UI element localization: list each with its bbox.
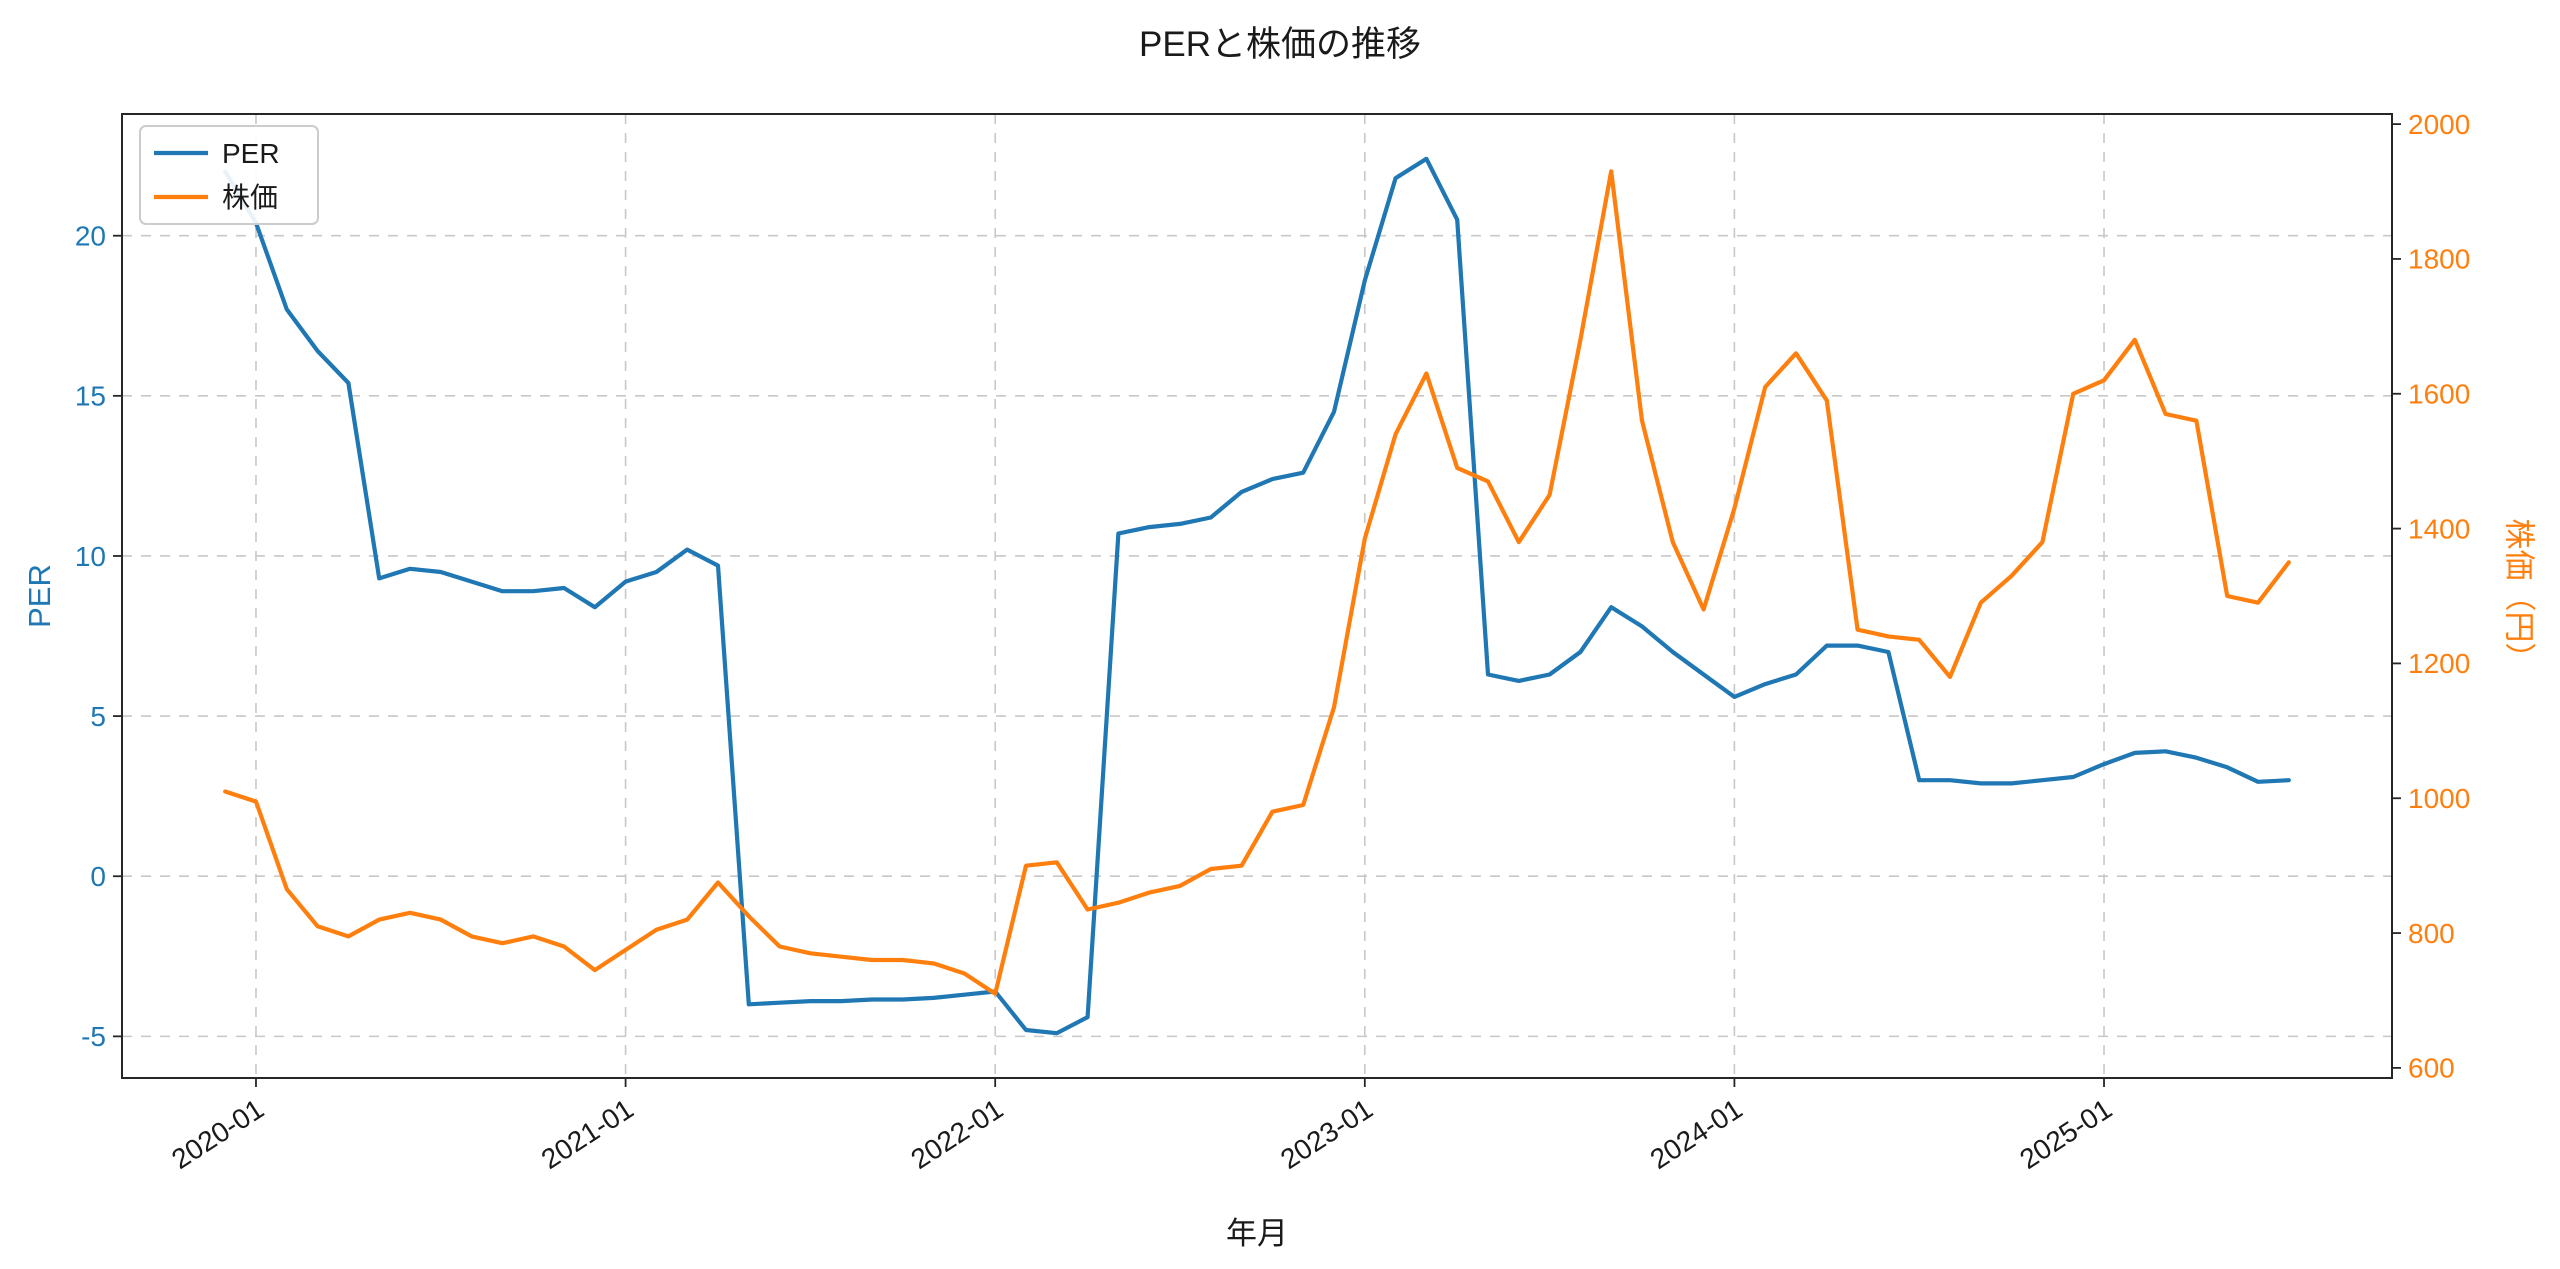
right-tick-label: 1000 (2408, 783, 2470, 814)
x-tick-label: 2022-01 (905, 1093, 1008, 1175)
x-axis-label: 年月 (1226, 1216, 1288, 1251)
right-tick-label: 1400 (2408, 513, 2470, 544)
x-tick-label: 2024-01 (1645, 1093, 1748, 1175)
left-tick-label: 0 (90, 861, 106, 892)
right-tick-label: 1800 (2408, 244, 2470, 275)
series-line-PER (223, 156, 2291, 1036)
x-tick-label: 2021-01 (536, 1093, 639, 1175)
right-tick-label: 600 (2408, 1053, 2455, 1084)
right-y-axis-label: 株価（円） (2501, 518, 2537, 674)
series-line-株価 (223, 169, 2291, 996)
plot-border (121, 113, 2393, 1079)
left-tick-label: 20 (75, 221, 106, 252)
right-tick-label: 1200 (2408, 648, 2470, 679)
legend-box (139, 125, 319, 225)
left-y-axis-label: PER (22, 564, 57, 628)
chart-title: PERと株価の推移 (1139, 25, 1421, 64)
x-tick-label: 2020-01 (166, 1093, 269, 1175)
legend-label: 株価 (222, 182, 278, 213)
left-tick-label: 10 (75, 541, 106, 572)
x-tick-label: 2023-01 (1275, 1093, 1378, 1175)
right-tick-label: 1600 (2408, 379, 2470, 410)
left-tick-label: 15 (75, 381, 106, 412)
legend-label: PER (222, 138, 280, 169)
left-tick-label: -5 (81, 1021, 106, 1052)
x-tick-label: 2025-01 (2014, 1093, 2117, 1175)
right-tick-label: 800 (2408, 918, 2455, 949)
left-tick-label: 5 (90, 701, 106, 732)
right-tick-label: 2000 (2408, 109, 2470, 140)
